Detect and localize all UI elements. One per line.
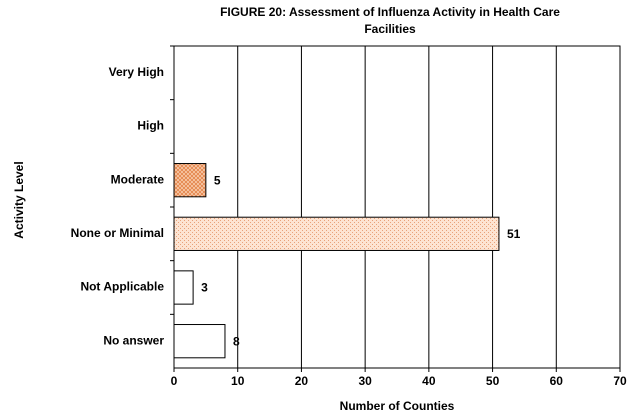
bar	[173, 324, 226, 359]
chart-title: FIGURE 20: Assessment of Influenza Activ…	[220, 5, 560, 19]
y-tick-label: None or Minimal	[71, 226, 164, 240]
x-tick-label: 50	[486, 374, 500, 388]
bar	[173, 216, 500, 251]
y-tick-label: High	[137, 119, 164, 133]
bar	[173, 163, 207, 198]
data-label: 5	[214, 173, 221, 187]
y-tick-label: Moderate	[111, 172, 165, 186]
data-label: 51	[507, 227, 521, 241]
x-tick-label: 70	[613, 374, 627, 388]
x-tick-label: 40	[422, 374, 436, 388]
x-tick-label: 60	[550, 374, 564, 388]
y-tick-label: No answer	[103, 333, 164, 347]
x-tick-label: 0	[171, 374, 178, 388]
x-axis-label: Number of Counties	[340, 399, 455, 413]
data-label: 3	[201, 281, 208, 295]
x-tick-label: 30	[358, 374, 372, 388]
x-tick-label: 10	[231, 374, 245, 388]
plot-border	[173, 45, 621, 369]
y-tick-label: Not Applicable	[80, 280, 164, 294]
data-label: 8	[233, 334, 240, 348]
y-axis-label: Activity Level	[12, 161, 26, 238]
bar	[173, 270, 194, 305]
x-tick-label: 20	[295, 374, 309, 388]
y-tick-label: Very High	[109, 65, 164, 79]
chart-title: Facilities	[364, 22, 416, 36]
